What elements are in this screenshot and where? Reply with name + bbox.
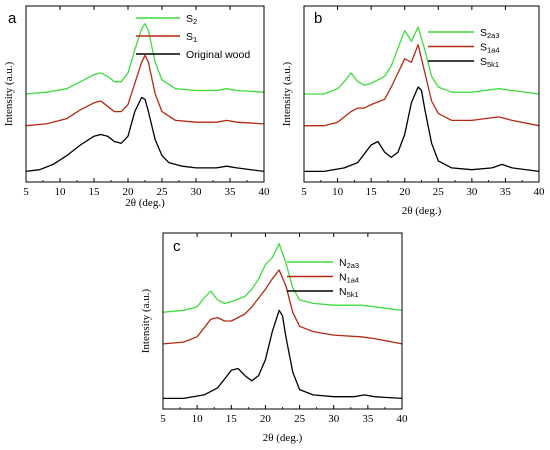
legend-entry: S5k1 (480, 56, 499, 69)
y-axis-title: Intensity (a.u.) (3, 61, 15, 126)
x-tick-label: 20 (399, 186, 411, 198)
x-tick-label: 25 (157, 186, 169, 198)
panel-b: 5 10 15 20 25 30 35 40 2θ (deg.) Intensity (a.u.)… (281, 5, 546, 217)
x-tick-label: 5 (160, 413, 166, 425)
x-tick-label: 40 (534, 186, 546, 198)
legend-entry: S1 (186, 31, 197, 44)
x-tick-label: 35 (500, 186, 512, 198)
x-tick-label: 20 (260, 413, 272, 425)
x-axis-title: 2θ (deg.) (402, 205, 442, 217)
x-tick-label: 35 (362, 413, 374, 425)
plot-frame (162, 232, 403, 410)
legend-entry: Original wood (186, 49, 250, 61)
x-tick-label: 40 (259, 186, 271, 198)
series-line-s1a4 (304, 44, 540, 127)
series-line-s2a3 (304, 26, 540, 95)
x-tick-label: 15 (89, 186, 101, 198)
series-line-n1a4 (162, 269, 403, 345)
y-axis-title: Intensity (a.u.) (281, 61, 293, 126)
x-tick-label: 20 (123, 186, 135, 198)
x-tick-label: 30 (466, 186, 478, 198)
x-tick-label: 10 (55, 186, 67, 198)
panel-letter: a (8, 10, 17, 27)
x-tick-label: 25 (294, 413, 306, 425)
x-axis-title: 2θ (deg.) (125, 197, 165, 209)
series-line-s2 (25, 22, 265, 95)
panel-c: 5 10 15 20 25 30 35 40 2θ (deg.) Intensity (a.u.)… (140, 232, 409, 444)
panel-letter: c (173, 238, 181, 255)
x-tick-label: 40 (397, 413, 409, 425)
x-tick-label: 25 (433, 186, 445, 198)
series-line-s5k1 (304, 86, 540, 173)
x-tick-label: 30 (191, 186, 203, 198)
panel-a: 5 10 15 20 25 30 35 40 2θ (deg.) Intensity (a.u.)… (3, 5, 271, 209)
series-line-n2a3 (162, 242, 403, 313)
x-axis-title: 2θ (deg.) (263, 432, 303, 444)
x-tick-label: 5 (23, 186, 29, 198)
x-tick-label: 10 (332, 186, 344, 198)
legend: S2 S1 Original wood (136, 13, 250, 61)
legend-entry: N1a4 (339, 272, 359, 285)
x-tick-label: 5 (301, 186, 307, 198)
legend-entry: N2a3 (339, 257, 359, 270)
panel-letter: b (314, 10, 322, 27)
x-tick-label: 15 (366, 186, 378, 198)
series-line-s1 (25, 54, 265, 127)
series-line-n5k1 (163, 309, 403, 400)
x-tick-label: 35 (225, 186, 237, 198)
legend-entry: S2a3 (480, 27, 500, 40)
legend-entry: S1a4 (480, 42, 500, 55)
plot-frame (25, 5, 265, 183)
x-tick-label: 15 (226, 413, 238, 425)
series-line-original-wood (25, 96, 265, 173)
legend-entry: S2 (186, 13, 197, 26)
x-tick-label: 30 (328, 413, 340, 425)
legend-entry: N5k1 (339, 286, 359, 299)
x-tick-label: 10 (192, 413, 204, 425)
y-axis-title: Intensity (a.u.) (140, 288, 152, 353)
